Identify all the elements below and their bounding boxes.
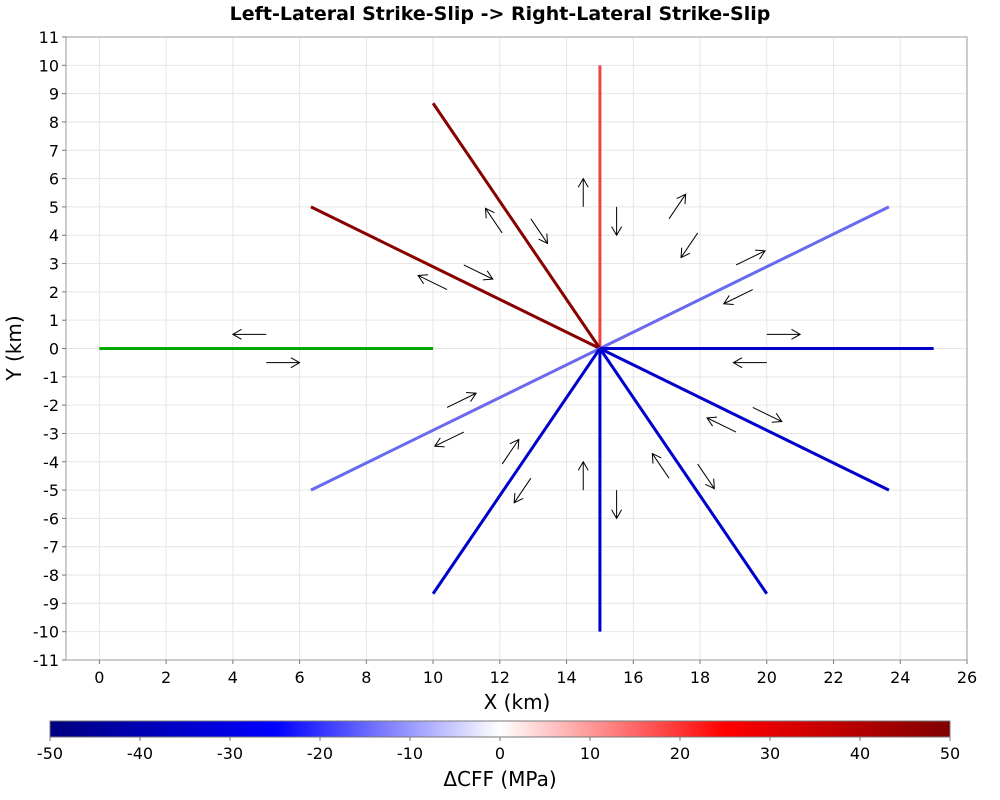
y-tick-label: 9 <box>49 85 59 104</box>
y-tick-label: -2 <box>43 396 59 415</box>
axis-ticks: 0 2 4 6 8 10 12 14 16 18 20 22 24 26-11-10-9-8-7-6-5-… <box>33 28 977 687</box>
y-tick-label: 10 <box>39 56 59 75</box>
slip-arrow <box>611 206 623 237</box>
colorbar-ticks: -50 -40 -30 -20 -10 0 10 20 30 40 50 <box>37 737 960 763</box>
slip-arrow <box>463 264 494 281</box>
slip-arrow <box>697 463 715 490</box>
x-tick-label: 18 <box>690 668 710 687</box>
fault-line <box>431 102 602 350</box>
y-tick-label: -8 <box>43 566 59 585</box>
y-tick-label: -5 <box>43 481 59 500</box>
slip-arrow <box>577 177 589 207</box>
y-tick-label: 4 <box>49 226 59 245</box>
slip-arrow <box>484 207 503 234</box>
slip-arrow <box>651 452 670 479</box>
x-tick-label: 12 <box>490 668 510 687</box>
y-tick-label: -7 <box>43 538 59 557</box>
fault-line <box>310 347 601 492</box>
slip-arrow <box>417 274 448 291</box>
x-tick-label: 20 <box>757 668 777 687</box>
slip-arrow <box>513 477 532 504</box>
fault-line <box>599 205 890 350</box>
x-tick-label: 10 <box>423 668 443 687</box>
y-tick-label: 1 <box>49 311 59 330</box>
y-tick-label: 3 <box>49 255 59 274</box>
chart-title: Left-Lateral Strike-Slip -> Right-Latera… <box>230 3 771 25</box>
fault-line <box>599 347 890 492</box>
y-tick-label: -3 <box>43 424 59 443</box>
slip-arrows <box>231 177 802 520</box>
slip-arrow <box>231 328 267 340</box>
slip-arrow <box>501 438 520 465</box>
x-tick-label: 6 <box>294 668 304 687</box>
colorbar-tick-label: -10 <box>397 744 423 763</box>
colorbar-tick-label: -40 <box>127 744 153 763</box>
y-tick-label: -10 <box>33 623 59 642</box>
colorbar-tick-label: 50 <box>940 744 960 763</box>
slip-arrow <box>577 460 589 491</box>
slip-arrow <box>706 416 737 433</box>
colorbar-tick-label: 10 <box>580 744 600 763</box>
slip-arrow <box>732 357 767 369</box>
colorbar-tick-label: 0 <box>495 744 505 763</box>
slip-arrow <box>266 357 301 369</box>
y-tick-label: -6 <box>43 509 59 528</box>
colorbar-tick-label: -20 <box>307 744 333 763</box>
colorbar <box>49 720 951 738</box>
x-tick-label: 22 <box>823 668 843 687</box>
y-tick-label: 7 <box>49 141 59 160</box>
slip-arrow <box>433 431 464 448</box>
colorbar-tick-label: 20 <box>670 744 690 763</box>
x-tick-label: 26 <box>957 668 977 687</box>
slip-arrow <box>766 328 802 340</box>
y-tick-label: 2 <box>49 283 59 302</box>
colorbar-tick-label: -30 <box>217 744 243 763</box>
colorbar-tick-label: -50 <box>37 744 63 763</box>
colorbar-tick-label: 40 <box>850 744 870 763</box>
y-tick-label: -1 <box>43 368 59 387</box>
x-tick-label: 8 <box>361 668 371 687</box>
x-axis-label: X (km) <box>484 690 551 714</box>
slip-arrow <box>446 392 478 408</box>
fault-line <box>431 347 602 595</box>
slip-arrow <box>735 249 767 266</box>
y-tick-label: -11 <box>33 651 59 670</box>
x-tick-label: 2 <box>161 668 171 687</box>
slip-arrow <box>668 193 687 220</box>
colorbar-tick-label: 30 <box>760 744 780 763</box>
slip-arrow <box>611 490 623 520</box>
x-tick-label: 4 <box>228 668 238 687</box>
y-tick-label: 5 <box>49 198 59 217</box>
slip-arrow <box>530 218 549 245</box>
x-tick-label: 0 <box>94 668 104 687</box>
y-tick-label: -9 <box>43 594 59 613</box>
y-tick-label: 0 <box>49 340 59 359</box>
y-axis-label: Y (km) <box>2 315 26 381</box>
x-tick-label: 24 <box>890 668 910 687</box>
y-tick-label: 6 <box>49 170 59 189</box>
fault-line <box>598 347 769 595</box>
x-tick-label: 14 <box>556 668 576 687</box>
fault-lines <box>99 65 934 632</box>
y-tick-label: -4 <box>43 453 59 472</box>
fault-line <box>310 205 601 350</box>
slip-arrow <box>752 406 783 423</box>
y-tick-label: 11 <box>39 28 59 47</box>
colorbar-label: ΔCFF (MPa) <box>443 767 556 791</box>
slip-arrow <box>680 232 699 259</box>
x-tick-label: 16 <box>623 668 643 687</box>
y-tick-label: 8 <box>49 113 59 132</box>
slip-arrow <box>722 289 753 305</box>
